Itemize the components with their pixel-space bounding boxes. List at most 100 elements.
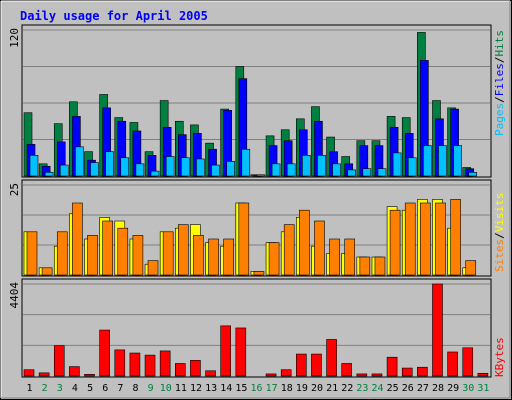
x-tick-label-28: 28 [432, 383, 444, 394]
bar-sites-day-19 [299, 209, 310, 276]
bar-sites-day-29 [450, 199, 461, 276]
x-tick-label-16: 16 [250, 383, 262, 394]
bar-sites-day-7 [117, 227, 129, 276]
y-max-label-kbytes: 4404 [8, 282, 21, 309]
legend-separator: / [493, 96, 506, 103]
bar-sites-day-30 [465, 260, 477, 276]
x-tick-label-6: 6 [102, 383, 108, 394]
bar-pages-day-23 [362, 168, 372, 177]
bar-pages-day-12 [196, 158, 205, 177]
bar-sites-day-28 [435, 202, 446, 276]
y-max-label-hits: 120 [8, 28, 21, 48]
x-tick-label-23: 23 [356, 383, 368, 394]
bar-sites-day-20 [314, 220, 325, 276]
x-tick-label-18: 18 [281, 383, 293, 394]
bar-kbytes-day-29 [447, 351, 458, 377]
x-tick-label-29: 29 [447, 383, 459, 394]
x-tick-label-5: 5 [87, 383, 93, 394]
bar-kbytes-day-19 [296, 353, 307, 377]
bar-kbytes-day-18 [280, 369, 292, 377]
x-tick-label-3: 3 [57, 383, 63, 394]
bar-pages-day-8 [135, 163, 145, 177]
x-tick-label-9: 9 [148, 383, 154, 394]
bar-sites-day-27 [420, 202, 431, 276]
x-tick-label-31: 31 [477, 383, 489, 394]
bar-kbytes-day-13 [205, 370, 216, 377]
bar-kbytes-day-28 [432, 283, 443, 377]
bar-sites-day-1 [26, 231, 38, 276]
bar-kbytes-day-27 [417, 366, 428, 377]
bar-sites-day-26 [404, 202, 416, 276]
bar-kbytes-day-4 [69, 366, 80, 377]
x-tick-label-26: 26 [402, 383, 414, 394]
legend-entry-hits: Hits [493, 30, 506, 57]
bar-sites-day-6 [102, 220, 113, 276]
bar-sites-day-13 [208, 238, 219, 276]
x-tick-label-12: 12 [190, 383, 202, 394]
x-tick-label-20: 20 [311, 383, 323, 394]
bar-sites-day-21 [329, 238, 340, 276]
x-tick-label-24: 24 [372, 383, 384, 394]
bar-kbytes-day-25 [386, 356, 398, 377]
bar-pages-day-22 [347, 169, 357, 177]
bar-kbytes-day-31 [477, 372, 489, 377]
x-tick-label-10: 10 [160, 383, 172, 394]
bar-sites-day-18 [283, 224, 295, 276]
bar-pages-day-15 [241, 148, 251, 177]
bar-pages-day-13 [211, 164, 220, 177]
bar-sites-day-16 [253, 271, 265, 276]
bar-sites-day-17 [268, 242, 280, 276]
bar-pages-day-25 [392, 152, 402, 177]
x-tick-label-15: 15 [235, 383, 247, 394]
bar-pages-day-1 [29, 155, 39, 177]
bar-pages-day-6 [105, 151, 114, 177]
bar-pages-day-11 [180, 157, 190, 177]
panel-kbytes [21, 278, 492, 378]
legend-separator: / [493, 232, 506, 239]
bar-sites-day-24 [374, 256, 386, 276]
bar-pages-day-24 [377, 168, 387, 177]
bar-sites-day-3 [56, 231, 68, 276]
bar-kbytes-day-15 [235, 327, 247, 377]
bar-pages-day-27 [423, 145, 432, 177]
bar-kbytes-day-26 [401, 367, 413, 377]
bar-pages-day-16 [256, 174, 266, 177]
bar-pages-day-20 [317, 155, 326, 177]
bar-pages-day-17 [271, 163, 281, 177]
bar-kbytes-day-12 [190, 360, 201, 377]
x-tick-label-11: 11 [175, 383, 187, 394]
bar-pages-day-21 [332, 163, 341, 177]
bar-kbytes-day-22 [341, 363, 353, 377]
legend-kbytes: KBytes [493, 337, 506, 377]
y-max-label-visits: 25 [8, 183, 21, 196]
bar-pages-day-9 [150, 170, 160, 177]
bar-sites-day-14 [223, 238, 234, 276]
bar-kbytes-day-3 [53, 345, 65, 377]
bar-pages-day-2 [44, 172, 54, 177]
bar-sites-day-8 [132, 235, 144, 276]
bar-pages-day-7 [120, 157, 130, 177]
bar-kbytes-day-2 [38, 372, 50, 377]
chart-title: Daily usage for April 2005 [20, 9, 208, 23]
bar-pages-day-29 [453, 145, 462, 177]
legend-entry-files: Files [493, 63, 506, 96]
bar-kbytes-day-23 [356, 373, 368, 377]
bar-kbytes-day-8 [129, 352, 141, 377]
x-tick-label-7: 7 [117, 383, 123, 394]
x-tick-label-2: 2 [42, 383, 48, 394]
bar-pages-day-30 [468, 172, 478, 177]
bar-kbytes-day-5 [84, 374, 95, 377]
bar-pages-day-19 [302, 155, 311, 177]
bar-pages-day-5 [90, 162, 99, 177]
bar-kbytes-day-14 [220, 325, 231, 377]
bar-pages-day-26 [407, 157, 417, 177]
bar-pages-day-4 [75, 146, 84, 177]
bar-sites-day-25 [389, 209, 401, 276]
legend-entry-visits: Visits [493, 193, 506, 233]
x-tick-label-13: 13 [205, 383, 217, 394]
bar-pages-day-28 [438, 145, 447, 177]
x-tick-label-19: 19 [296, 383, 308, 394]
legend-entry-kbytes: KBytes [493, 337, 506, 377]
x-tick-label-14: 14 [220, 383, 232, 394]
